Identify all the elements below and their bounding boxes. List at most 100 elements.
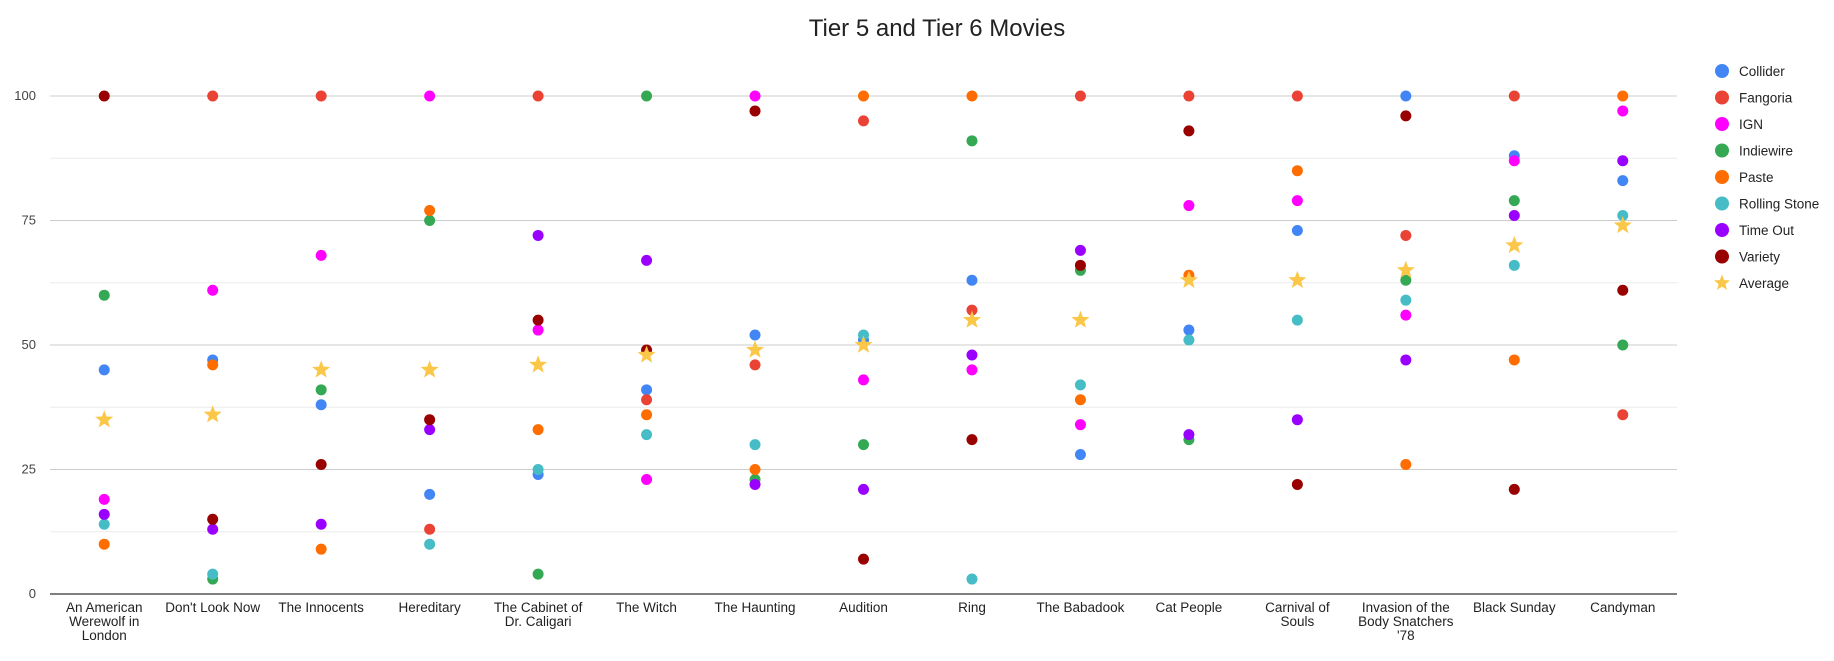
y-tick-label: 0 [29,586,36,601]
legend-label-variety: Variety [1739,250,1780,265]
point-indiewire [1400,274,1412,286]
point-collider [1291,224,1303,236]
x-category-label: Don't Look Now [165,600,260,615]
point-rolling-stone [966,573,978,585]
point-fangoria [1508,90,1520,102]
legend-marker-fangoria [1715,90,1729,105]
point-paste [966,90,978,102]
point-time-out [98,508,110,520]
x-category-label: An American Werewolf in London [66,600,143,643]
point-time-out [1400,354,1412,366]
point-ign [1291,195,1303,207]
point-fangoria [1400,229,1412,241]
point-indiewire [98,289,110,301]
point-time-out [532,229,544,241]
point-average [1071,310,1090,328]
legend-marker-collider [1715,64,1729,78]
point-average [962,310,981,328]
point-time-out [966,349,978,361]
point-ign [532,324,544,336]
legend-label-rolling-stone: Rolling Stone [1739,197,1819,212]
point-fangoria [1291,90,1303,102]
x-category-label: The Haunting [715,600,796,615]
point-average [420,360,439,378]
legend-label-paste: Paste [1739,170,1774,185]
point-average [1613,215,1632,234]
x-category-label: Cat People [1156,600,1223,615]
point-paste [207,359,219,371]
point-average [203,405,222,423]
point-variety [1183,125,1195,137]
point-fangoria [1617,409,1629,421]
point-time-out [858,483,869,495]
point-rolling-stone [1617,210,1629,222]
x-category-label: Black Sunday [1473,600,1556,615]
point-average [1505,235,1524,254]
point-fangoria [1074,90,1086,102]
point-rolling-stone [424,538,436,550]
point-paste [1400,459,1412,471]
point-ign [98,493,110,505]
point-indiewire [1617,339,1629,351]
point-paste [1617,90,1629,102]
point-fangoria [966,304,978,316]
point-collider [749,329,761,341]
point-rolling-stone [641,429,653,441]
point-fangoria [315,90,327,102]
point-collider [98,364,110,376]
point-collider [1400,90,1412,102]
point-ign [1508,155,1520,167]
point-variety [1508,483,1520,495]
point-variety [858,553,869,565]
point-average [95,410,114,428]
point-collider [315,399,327,411]
point-rolling-stone [749,439,761,451]
point-ign [858,374,869,386]
point-rolling-stone [858,329,869,341]
point-paste [424,205,436,217]
point-average [312,360,331,378]
point-variety [532,314,544,326]
point-fangoria [424,523,436,535]
point-fangoria [532,90,544,102]
legend-label-average: Average [1739,276,1789,291]
point-rolling-stone [532,464,544,475]
point-time-out [749,478,761,490]
point-rolling-stone [98,518,110,530]
point-indiewire [858,439,869,451]
point-collider [1617,175,1629,187]
x-category-label: The Babadook [1037,600,1125,615]
legend: Collider Fangoria IGN Indiewire Paste Rolling… [1713,64,1819,291]
point-average [1179,270,1198,288]
point-fangoria [1183,90,1195,102]
point-ign [1400,309,1412,321]
legend-label-collider: Collider [1739,64,1785,79]
point-paste [1074,394,1086,406]
point-indiewire [641,90,653,102]
point-indiewire [1508,195,1520,207]
point-average [1396,260,1415,278]
x-category-label: The Innocents [278,600,364,615]
point-paste [98,538,110,550]
point-fangoria [207,90,219,102]
point-indiewire [966,135,978,147]
x-category-label: Candyman [1590,600,1655,615]
x-category-label: The Witch [616,600,677,615]
point-ign [641,473,653,485]
point-variety [1074,259,1086,271]
x-category-label: Ring [958,600,986,615]
point-variety [1400,110,1412,122]
point-time-out [641,254,653,266]
point-indiewire [315,384,327,396]
point-variety [966,434,978,446]
point-rolling-stone [1400,294,1412,306]
point-variety [749,105,761,117]
point-rolling-stone [1183,334,1195,346]
legend-marker-indiewire [1715,143,1729,158]
point-time-out [315,518,327,530]
legend-label-fangoria: Fangoria [1739,91,1793,106]
point-average [1288,270,1307,288]
point-variety [315,459,327,471]
